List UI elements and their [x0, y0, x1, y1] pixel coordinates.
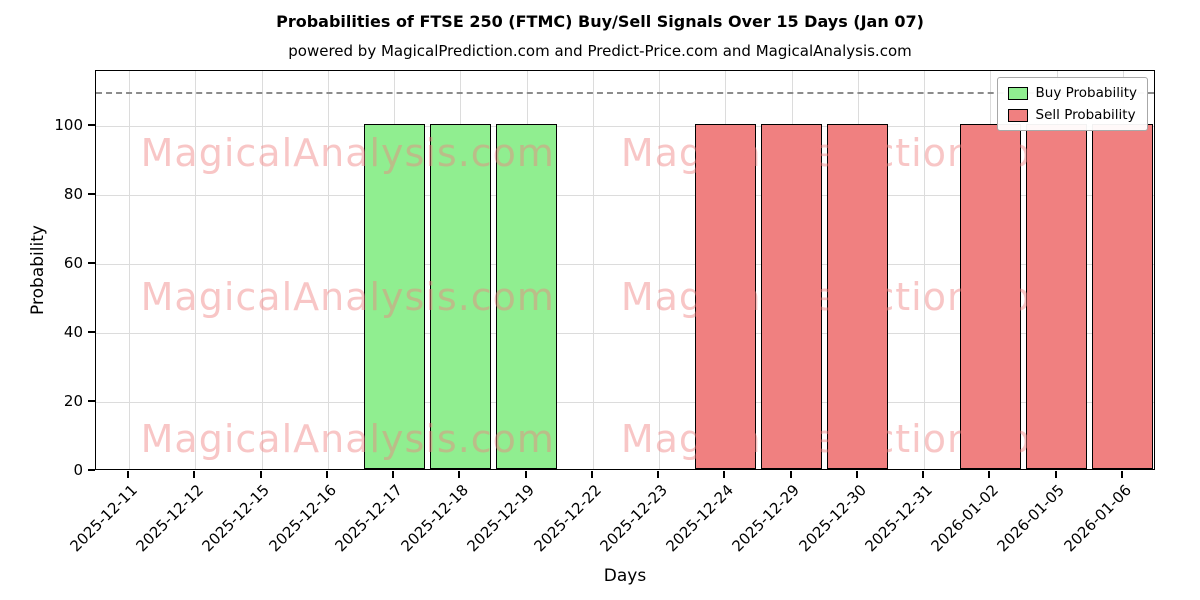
x-tick-mark: [922, 471, 925, 478]
gridline-vertical: [195, 71, 197, 469]
y-tick-label: 20: [63, 392, 83, 411]
gridline-horizontal: [96, 402, 1154, 404]
x-tick-mark: [127, 471, 130, 478]
chart-subtitle: powered by MagicalPrediction.com and Pre…: [288, 42, 912, 60]
reference-line: [96, 91, 1154, 94]
gridline-vertical: [924, 71, 926, 469]
y-tick-mark: [88, 469, 95, 471]
x-tick-mark: [259, 471, 262, 478]
gridline-vertical: [592, 71, 594, 469]
watermark-text: MagicalAnalysis.com: [140, 130, 555, 175]
x-tick-mark: [1054, 471, 1057, 478]
x-tick-mark: [1120, 471, 1123, 478]
watermark-text: MagicalPrediction.com: [620, 130, 1070, 175]
x-tick-mark: [524, 471, 527, 478]
legend-item-sell: Sell Probability: [1007, 107, 1137, 123]
gridline-horizontal: [96, 333, 1154, 335]
gridline-horizontal: [96, 126, 1154, 128]
x-tick-mark: [193, 471, 196, 478]
gridline-vertical: [129, 71, 131, 469]
watermark-text: MagicalAnalysis.com: [140, 275, 555, 320]
x-tick-mark: [988, 471, 991, 478]
y-tick-label: 100: [54, 116, 83, 135]
gridline-horizontal: [96, 195, 1154, 197]
gridline-vertical: [261, 71, 263, 469]
bar: [1026, 124, 1088, 469]
bar: [959, 124, 1021, 469]
y-tick-label: 40: [63, 323, 83, 342]
legend-item-buy: Buy Probability: [1007, 85, 1137, 101]
y-tick-label: 60: [63, 254, 83, 273]
legend-label-sell: Sell Probability: [1035, 107, 1136, 123]
x-tick-mark: [325, 471, 328, 478]
bar: [1092, 124, 1154, 469]
gridline-horizontal: [96, 264, 1154, 266]
chart-title: Probabilities of FTSE 250 (FTMC) Buy/Sel…: [276, 12, 924, 31]
y-tick-mark: [88, 331, 95, 334]
gridline-vertical: [659, 71, 661, 469]
bar: [429, 124, 491, 469]
x-tick-mark: [789, 471, 792, 478]
bar: [694, 124, 756, 469]
x-tick-mark: [723, 471, 726, 478]
x-tick-mark: [392, 471, 395, 478]
watermark-text: MagicalPrediction.com: [620, 417, 1070, 462]
y-tick-mark: [88, 262, 95, 265]
bar: [761, 124, 823, 469]
plot-area: Buy Probability Sell Probability Magical…: [95, 70, 1155, 470]
y-tick-mark: [88, 400, 95, 403]
y-tick-mark: [88, 193, 95, 196]
legend: Buy Probability Sell Probability: [996, 77, 1148, 131]
legend-swatch-buy: [1007, 86, 1028, 100]
bar: [827, 124, 889, 469]
watermark-text: MagicalPrediction.com: [620, 275, 1070, 320]
y-tick-mark: [88, 124, 95, 127]
gridline-vertical: [327, 71, 329, 469]
bar: [363, 124, 425, 469]
x-axis-label: Days: [603, 566, 647, 586]
y-tick-label: 80: [63, 185, 83, 204]
x-tick-mark: [855, 471, 858, 478]
watermark-text: MagicalAnalysis.com: [140, 417, 555, 462]
bar: [496, 124, 558, 469]
legend-label-buy: Buy Probability: [1035, 85, 1137, 101]
x-tick-mark: [657, 471, 660, 478]
legend-swatch-sell: [1007, 108, 1028, 122]
y-tick-label: 0: [73, 461, 83, 479]
x-tick-mark: [590, 471, 593, 478]
x-tick-mark: [458, 471, 461, 478]
